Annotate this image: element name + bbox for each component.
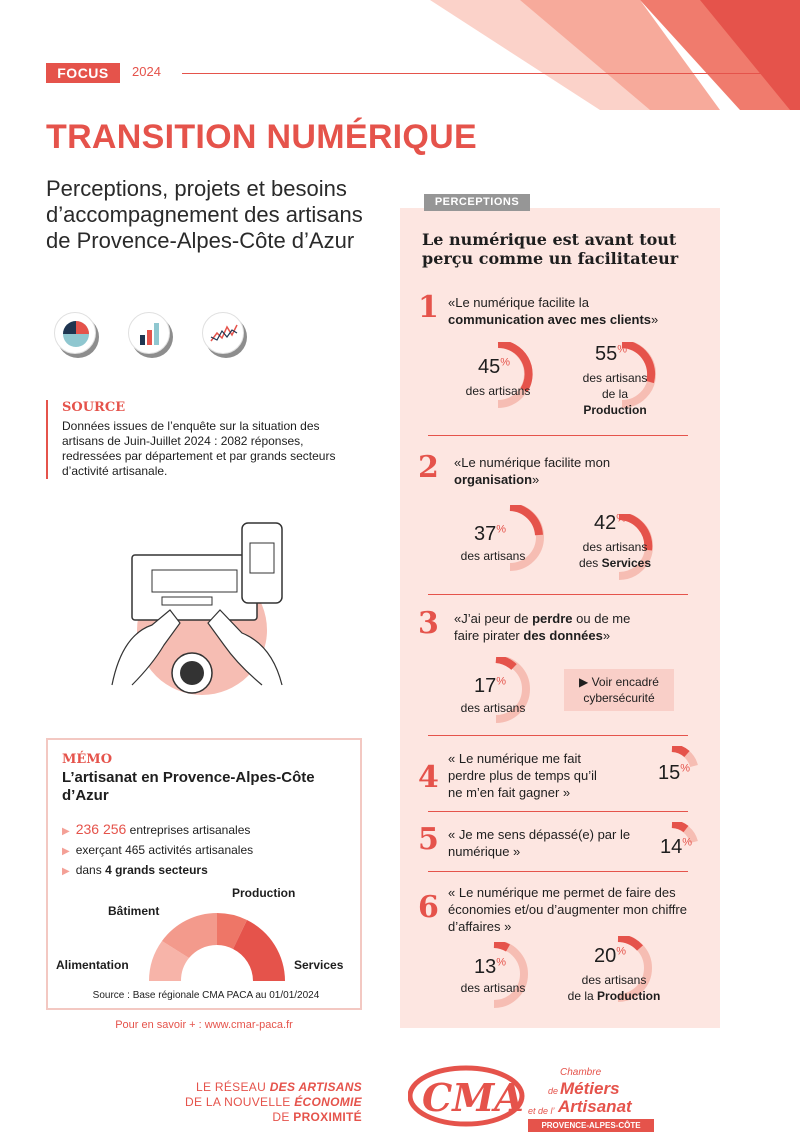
- item-number: 4: [418, 760, 439, 795]
- item-number: 6: [418, 890, 439, 925]
- list-item: 236 256 entreprises artisanales: [62, 820, 253, 841]
- stat-value: 13%: [474, 956, 507, 978]
- perceptions-title: Le numérique est avant tout perçu comme …: [422, 230, 679, 268]
- gauge-arc: [671, 822, 698, 844]
- divider: [428, 594, 688, 595]
- gauge-arc: [497, 342, 533, 408]
- focus-tag: FOCUS: [46, 63, 120, 83]
- line-chart-icon: [202, 312, 244, 354]
- perceptions-panel: [400, 208, 720, 1028]
- divider: [428, 435, 688, 436]
- stat-value: 37%: [474, 523, 507, 545]
- sector-label: Bâtiment: [108, 904, 160, 918]
- item-quote: « Le numérique me fait perdre plus de te…: [448, 751, 597, 800]
- memo-source: Source : Base régionale CMA PACA au 01/0…: [92, 990, 320, 1001]
- stat-label: des artisans: [460, 549, 526, 563]
- item-number: 1: [418, 290, 439, 325]
- gauge-arc: [618, 514, 653, 580]
- item-quote: «J’ai peur de perdre ou de me faire pirat…: [454, 611, 631, 643]
- item-quote: «Le numérique facilite mon organisation»: [454, 455, 611, 487]
- source-title: SOURCE: [62, 400, 126, 415]
- page-subtitle: Perceptions, projets et besoins d’accomp…: [46, 176, 363, 253]
- stat-label: des artisans: [465, 384, 531, 398]
- network-tagline: LE RÉSEAU DES ARTISANS DE LA NOUVELLE ÉC…: [185, 1080, 362, 1124]
- list-item: dans 4 grands secteurs: [62, 861, 253, 881]
- item-number: 2: [418, 450, 439, 485]
- stat-value: 55%: [595, 343, 628, 365]
- divider: [428, 735, 688, 736]
- cybersecurity-callout[interactable]: ▶ Voir encadré cybersécurité: [564, 669, 674, 711]
- sector-label: Alimentation: [56, 958, 129, 972]
- bar-chart-icon: [128, 312, 170, 354]
- stat-value: 15%: [658, 762, 691, 784]
- item-number: 3: [418, 606, 439, 641]
- item-number: 5: [418, 822, 439, 857]
- stat-label: des artisans de la Production: [567, 973, 661, 1003]
- source-text: Données issues de l’enquête sur la situa…: [62, 419, 336, 478]
- cma-logo: CMA Chambre de Métiers et de l’ Artisana…: [408, 1065, 658, 1143]
- divider: [428, 811, 688, 812]
- icon-row: [54, 312, 244, 354]
- gauge-arc: [671, 746, 698, 768]
- memo-box: MÉMO L’artisanat en Provence-Alpes-Côte …: [46, 738, 362, 1010]
- pie-chart-icon: [54, 312, 96, 354]
- source-block: SOURCE Données issues de l’enquête sur l…: [46, 400, 346, 479]
- gauge-arc: [617, 936, 652, 1002]
- memo-title: L’artisanat en Provence-Alpes-Côte d’Azu…: [62, 769, 315, 804]
- stat-label: des artisans de la Production: [582, 371, 648, 417]
- divider: [182, 73, 800, 74]
- item-quote: « Je me sens dépassé(e) par le numérique…: [448, 827, 631, 859]
- year-label: 2024: [132, 64, 161, 79]
- sectors-semicircle: [149, 913, 285, 981]
- laptop-phone-illustration: [111, 522, 283, 695]
- stat-value: 20%: [594, 945, 627, 967]
- item-quote: «Le numérique facilite la communication a…: [448, 295, 659, 327]
- stat-value: 45%: [478, 356, 511, 378]
- gauge-arc: [621, 342, 656, 408]
- stat-label: des artisans des Services: [578, 540, 652, 570]
- memo-list: 236 256 entreprises artisanales exerçant…: [62, 820, 253, 881]
- item-quote: « Le numérique me permet de faire des éc…: [448, 885, 687, 934]
- stat-label: des artisans: [460, 701, 526, 715]
- sector-label: Production: [232, 886, 296, 900]
- stat-label: des artisans: [460, 981, 526, 995]
- stat-value: 42%: [594, 512, 627, 534]
- more-info-link[interactable]: Pour en savoir + : www.cmar-paca.fr: [115, 1019, 293, 1031]
- stat-value: 17%: [474, 675, 507, 697]
- list-item: exerçant 465 activités artisanales: [62, 841, 253, 861]
- divider: [428, 871, 688, 872]
- page-title: TRANSITION NUMÉRIQUE: [46, 118, 477, 156]
- gauge-arc: [493, 942, 528, 1008]
- memo-tag: MÉMO: [62, 752, 113, 767]
- gauge-arc: [509, 505, 544, 571]
- stat-value: 14%: [660, 836, 693, 858]
- decorative-ribbon: [430, 0, 800, 110]
- sector-label: Services: [294, 958, 344, 972]
- gauge-arc: [495, 657, 530, 723]
- perceptions-tag: PERCEPTIONS: [424, 194, 530, 211]
